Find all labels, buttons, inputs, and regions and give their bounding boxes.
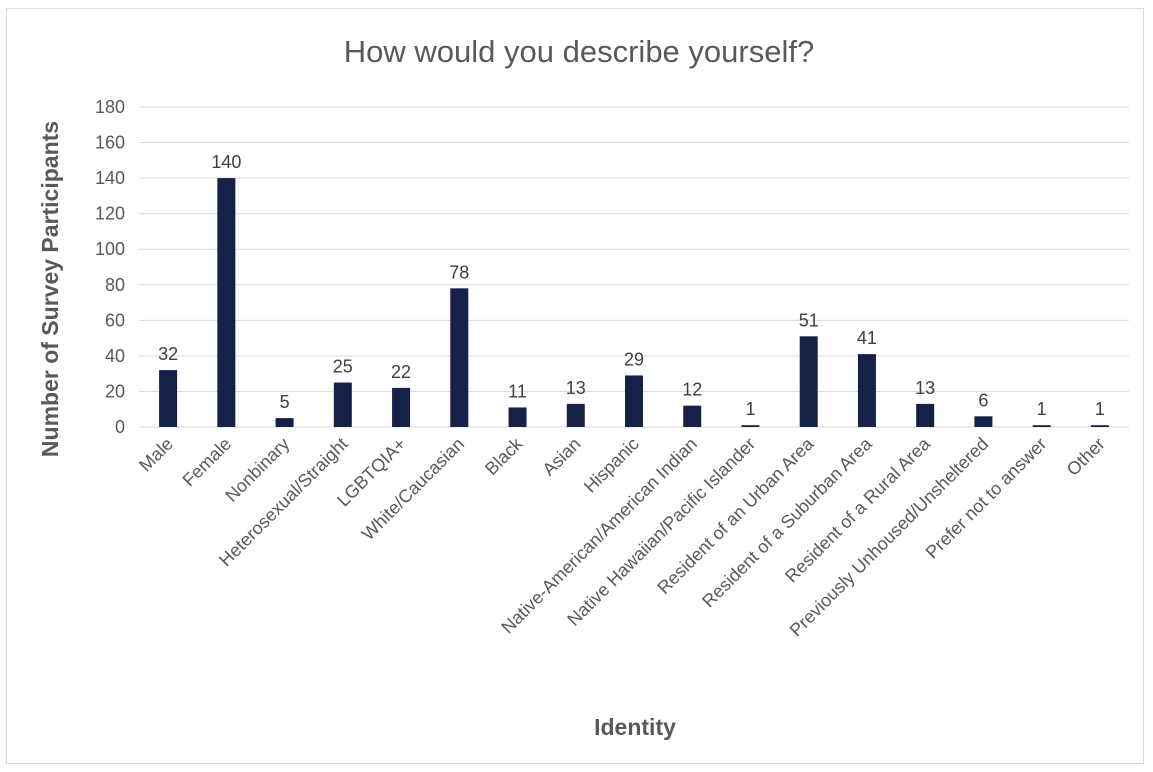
y-tick-label: 80 (105, 275, 125, 295)
x-tick-label: Asian (539, 434, 585, 480)
bar (217, 178, 236, 427)
y-tick-label: 120 (95, 204, 125, 224)
x-tick-label: Male (135, 434, 177, 476)
y-tick-label: 100 (95, 239, 125, 259)
bar (450, 288, 469, 427)
y-axis-ticks: 0 20 40 60 80 100 120 140 160 180 (95, 97, 125, 437)
x-tick-label: Other (1063, 434, 1109, 480)
bar (275, 418, 294, 427)
bar-chart: How would you describe yourself? 0204060… (37, 34, 1129, 740)
bar (741, 425, 760, 427)
bar (916, 403, 935, 427)
data-label: 140 (211, 152, 241, 172)
data-label: 11 (508, 381, 527, 401)
data-label: 41 (857, 328, 877, 348)
gridlines (139, 106, 1129, 428)
data-label: 1 (1037, 399, 1047, 419)
x-tick-label: Female (179, 434, 236, 491)
y-tick-label: 20 (105, 381, 125, 401)
y-tick-label: 60 (105, 310, 125, 330)
data-label: 32 (158, 344, 178, 364)
data-label: 13 (566, 378, 586, 398)
x-axis-categories: Male FemaleNonbinaryHeterosexual/Straight… (135, 433, 1108, 640)
y-axis-title: Number of Survey Participants (37, 121, 63, 457)
x-axis-title: Identity (594, 714, 676, 740)
y-tick-label: 180 (95, 97, 125, 117)
chart-title: How would you describe yourself? (344, 34, 814, 69)
bar (159, 370, 178, 427)
bar (1090, 425, 1109, 427)
data-label: 78 (449, 262, 469, 282)
bar (974, 416, 993, 427)
data-label: 5 (280, 392, 290, 412)
bars (159, 178, 1109, 427)
bar (392, 387, 411, 427)
bar (625, 375, 643, 427)
data-label: 51 (799, 310, 819, 330)
bar (508, 407, 527, 427)
data-label: 22 (391, 362, 411, 382)
bar (857, 354, 876, 427)
chart-frame: How would you describe yourself? 0 20 40 60… (6, 8, 1144, 764)
data-label: 29 (624, 349, 644, 369)
bar (333, 382, 352, 427)
data-label: 1 (745, 399, 755, 419)
x-tick-label: Black (481, 433, 527, 479)
bar (799, 336, 818, 427)
data-label: 12 (682, 380, 702, 400)
data-label: 13 (915, 378, 935, 398)
y-tick-label: 0 (115, 417, 125, 437)
data-label: 1 (1095, 399, 1105, 419)
y-tick-label: 40 (105, 346, 125, 366)
bar (683, 405, 702, 427)
bar (1032, 425, 1051, 427)
data-label: 25 (333, 357, 353, 377)
y-tick-label: 160 (95, 133, 125, 153)
y-tick-label: 140 (95, 168, 125, 188)
bar (566, 403, 585, 427)
data-label: 6 (978, 390, 988, 410)
x-tick-label: White/Caucasian (358, 434, 468, 544)
